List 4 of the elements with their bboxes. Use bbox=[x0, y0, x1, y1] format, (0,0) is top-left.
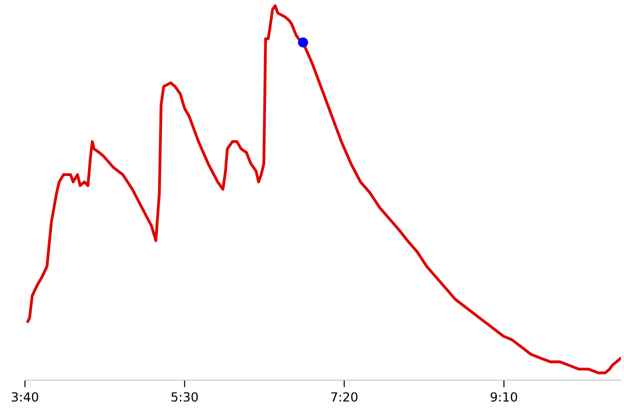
x-tick-label: 5:30 bbox=[172, 392, 198, 402]
x-tick-label: 7:20 bbox=[331, 392, 358, 402]
x-tick-label: 3:40 bbox=[12, 392, 38, 402]
x-tick-label: 9:10 bbox=[490, 392, 518, 402]
